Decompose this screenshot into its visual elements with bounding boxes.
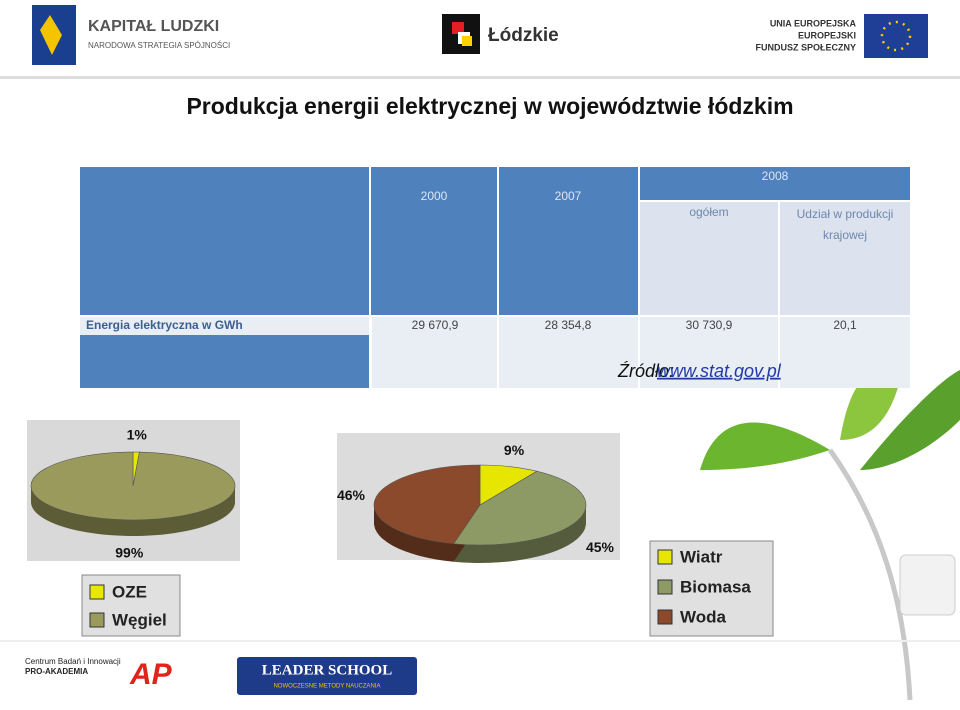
subheader-cell	[780, 202, 910, 315]
stem	[827, 448, 913, 701]
header-cell	[80, 167, 638, 315]
col-subheader: Udział w produkcji krajowej	[796, 207, 894, 242]
col-header: 2008	[762, 169, 789, 183]
data-label: 99%	[115, 545, 144, 561]
data-label: 45%	[586, 539, 615, 555]
footer-rule	[0, 640, 960, 642]
header-cell	[640, 167, 910, 200]
logo-eu: UNIA EUROPEJSKA EUROPEJSKI FUNDUSZ SPOŁE…	[755, 14, 928, 58]
cell: 30 730,9	[686, 318, 733, 332]
leader-subtitle: NOWOCZESNE METODY NAUCZANIA	[273, 684, 380, 690]
leaf	[700, 422, 830, 470]
legend-label: Biomasa	[680, 577, 751, 596]
leaf	[840, 372, 900, 440]
eu-stars	[880, 20, 912, 52]
source-label: Źródło:	[617, 361, 674, 381]
legend-swatch	[89, 612, 105, 628]
col-header: 2007	[555, 189, 582, 203]
socket	[899, 554, 956, 616]
plant-decoration	[700, 370, 960, 701]
legend-label: OZE	[112, 582, 147, 601]
legend-label: Węgiel	[112, 610, 167, 629]
body-cell	[372, 317, 910, 388]
data-label: 1%	[127, 427, 148, 443]
eu-line: FUNDUSZ SPOŁECZNY	[755, 42, 856, 52]
logo-subtitle: NARODOWA STRATEGIA SPÓJNOŚCI	[88, 41, 230, 50]
logo-lodzkie: Łódzkie	[442, 14, 559, 54]
col-subheader: ogółem	[689, 205, 728, 219]
row-label: Energia elektryczna w GWh	[86, 318, 243, 332]
data-label: 9%	[504, 442, 525, 458]
footer-text: Centrum Badań i Innowacji	[25, 657, 121, 666]
pie-slice	[373, 464, 481, 545]
col-header: 2000	[421, 189, 448, 203]
eu-flag	[864, 14, 928, 58]
cell: 28 354,8	[545, 318, 592, 332]
eu-line: EUROPEJSKI	[798, 30, 856, 40]
subheader-cell	[640, 202, 778, 315]
legend-label: Wiatr	[680, 547, 723, 566]
logo-red	[452, 22, 464, 34]
legend-swatch	[657, 609, 673, 625]
table: 2000 2007 2008 ogółem Udział w produkcji…	[80, 167, 910, 388]
logo-kapital: KAPITAŁ LUDZKI NARODOWA STRATEGIA SPÓJNO…	[32, 5, 230, 65]
logo-text: Łódzkie	[488, 25, 559, 46]
eu-line: UNIA EUROPEJSKA	[770, 18, 857, 28]
footer-logo: AP	[129, 658, 173, 691]
legend-swatch	[657, 579, 673, 595]
header-rule	[0, 76, 960, 79]
leader-title: LEADER SCHOOL	[262, 662, 392, 678]
pie-slice	[30, 451, 236, 521]
pie-slice	[453, 470, 587, 546]
row-label-bg	[80, 317, 370, 335]
data-label: 46%	[337, 487, 366, 503]
logo-star	[40, 15, 62, 55]
subheader-wrap: Udział w produkcji krajowej	[796, 207, 894, 242]
cell: 20,1	[833, 318, 857, 332]
leaf	[860, 370, 960, 470]
legend-swatch	[657, 549, 673, 565]
logo-yellow	[462, 36, 472, 46]
logo-title: KAPITAŁ LUDZKI	[88, 18, 219, 35]
legend-label: Woda	[680, 607, 727, 626]
cell: 29 670,9	[412, 318, 459, 332]
source-link[interactable]: www.stat.gov.pl	[657, 361, 782, 381]
slide-title: Produkcja energii elektrycznej w wojewód…	[186, 93, 793, 119]
leader-logo	[237, 657, 417, 695]
footer-text: PRO-AKADEMIA	[25, 667, 88, 676]
legend-swatch	[89, 584, 105, 600]
